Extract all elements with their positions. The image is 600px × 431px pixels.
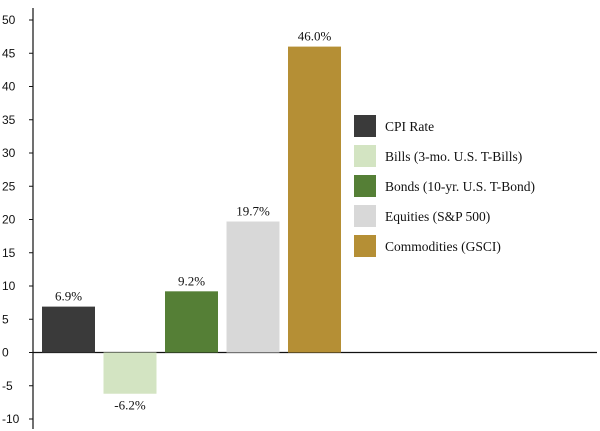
bars: [42, 46, 341, 394]
y-tick-label: 45: [2, 46, 16, 60]
bar: [226, 221, 280, 353]
legend-swatch: [354, 175, 376, 197]
y-tick-label: -5: [2, 379, 13, 393]
data-label: 9.2%: [178, 273, 205, 288]
bar: [288, 46, 341, 353]
legend: CPI Rate Bills (3-mo. U.S. T-Bills) Bonds …: [354, 115, 535, 257]
y-tick-label: 35: [2, 113, 16, 127]
y-tick-label: 30: [2, 146, 16, 160]
legend-swatch: [354, 205, 376, 227]
data-label: 19.7%: [236, 203, 270, 218]
y-tick-label: 5: [2, 312, 9, 326]
legend-label: CPI Rate: [385, 119, 434, 134]
bar: [42, 306, 95, 353]
legend-swatch: [354, 115, 376, 137]
data-label: -6.2%: [114, 398, 146, 413]
y-tick-label: 15: [2, 246, 16, 260]
legend-label: Commodities (GSCI): [385, 239, 501, 254]
y-tick-label: 50: [2, 13, 16, 27]
y-tick-label: 40: [2, 80, 16, 94]
data-label: 6.9%: [55, 289, 82, 304]
legend-label: Equities (S&P 500): [385, 209, 490, 224]
y-tick-label: -10: [2, 412, 20, 426]
bar: [103, 352, 157, 394]
bar: [165, 291, 218, 353]
data-labels: 6.9% -6.2% 9.2% 19.7% 46.0%: [55, 29, 332, 413]
y-tick-label: 20: [2, 213, 16, 227]
data-label: 46.0%: [298, 29, 332, 44]
legend-label: Bonds (10-yr. U.S. T-Bond): [385, 179, 535, 194]
y-tick-label: 10: [2, 279, 16, 293]
legend-swatch: [354, 145, 376, 167]
y-tick-label: 25: [2, 179, 16, 193]
legend-label: Bills (3-mo. U.S. T-Bills): [385, 149, 522, 164]
y-tick-label: 0: [2, 346, 9, 360]
legend-swatch: [354, 235, 376, 257]
